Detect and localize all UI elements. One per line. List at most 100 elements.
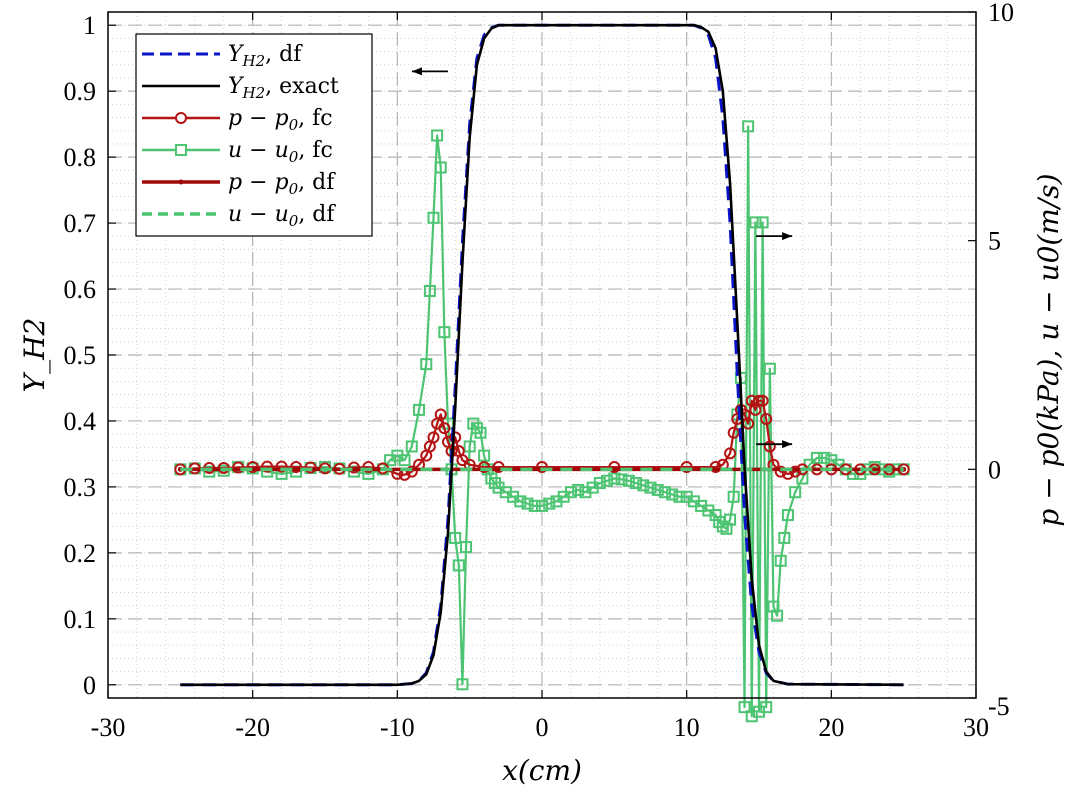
series-marker-circle [449,431,462,444]
series-marker-square [420,358,433,371]
series-marker-square [431,129,444,142]
series-marker-square [771,609,784,622]
series-marker-circle [427,431,440,444]
series-marker-circle [438,422,451,435]
legend-marker [178,179,184,185]
x-tick-label: -30 [91,713,126,742]
legend: YH2, df YH2, exact p − p0, fc u − u0, fc p −… [135,33,373,237]
series-marker-circle [608,461,621,474]
series-marker-square [543,497,556,510]
series-marker-square [521,497,534,510]
series-marker-circle [246,461,259,474]
series-marker-square [756,216,769,229]
y-left-tick-label: 0.9 [64,77,97,106]
series-marker-square [438,326,451,339]
y-left-tick-label: 1 [83,11,96,40]
axis-ticks: -30 -20 -10 0 10 20 3000.10.20.30.40.50.60.70.… [64,0,1015,742]
legend-label: p − p0, fc [228,106,333,134]
legend-box [135,33,373,237]
series-marker-square [601,474,614,487]
series-marker-circle [232,461,245,474]
series-marker-square [644,481,657,494]
series-marker-square [742,120,755,133]
legend-label: u − u0, df [228,202,336,230]
series-marker-circle [362,461,375,474]
series-marker-square [615,473,628,486]
series-marker-square [463,440,476,453]
series-marker-square [724,513,737,526]
series-marker-circle [304,461,317,474]
series-marker-square [474,426,487,439]
series-marker-square [452,559,465,572]
y-right-tick-label: 5 [988,227,1001,256]
series-marker-square [673,490,686,503]
x-tick-label: 0 [536,713,549,742]
series-marker-square [637,479,650,492]
series-marker-square [536,499,548,512]
series-marker-square [572,483,585,496]
series-marker-circle [275,460,288,473]
series-marker-square [818,451,831,464]
series-marker-circle [753,394,765,407]
y-left-tick-label: 0.7 [64,209,97,238]
series-marker-square [738,701,751,714]
series-marker-circle [727,426,740,439]
series-marker-circle [760,413,773,426]
y-left-tick-label: 0 [83,671,96,700]
series-marker-square [789,486,802,499]
annotation-arrow-head [782,232,793,241]
series-marker-square [774,554,787,567]
y-right-tick-label: 10 [988,0,1014,27]
series-marker-square [460,541,473,554]
series-marker-square [203,465,216,478]
series-marker-square [405,440,418,453]
series-marker-square [514,495,527,508]
legend-label: YH2, exact [228,74,339,102]
y-left-tick-label: 0.2 [64,539,97,568]
series-marker-circle [492,461,505,474]
series-marker-square [716,520,729,533]
x-tick-label: 30 [963,713,989,742]
series-marker-square [651,483,664,496]
x-tick-label: 20 [818,713,844,742]
y-left-tick-label: 0.1 [64,605,97,634]
series-marker-circle [261,460,274,473]
series-marker-circle [290,461,303,474]
series-marker-square [781,509,794,522]
series-marker-square [622,474,635,487]
legend-label: u − u0, fc [228,138,333,166]
series-marker-circle [774,465,787,478]
series-marker-circle [709,461,722,474]
x-tick-label: -20 [235,713,270,742]
series-marker-square [449,531,462,544]
y-right-tick-label: -5 [988,692,1010,721]
series-marker-square [434,161,447,174]
series-marker-square [630,477,643,490]
series-marker-square [763,362,776,375]
series-marker-square [810,451,823,464]
series-marker-square [709,509,722,522]
y-right-tick-label: 0 [988,455,1001,484]
series-marker-circle [434,408,447,421]
series-marker-circle [405,465,418,478]
series-marker-square [398,454,411,467]
series-marker-square [593,477,606,490]
series-marker-square [528,499,541,512]
series-line [180,23,904,687]
series-marker-circle [789,465,802,478]
x-tick-label: -10 [380,713,415,742]
series-marker-square [760,701,773,714]
series-marker-square [727,490,740,503]
series-marker-square [666,488,679,501]
y-left-tick-label: 0.6 [64,275,97,304]
legend-label: YH2, df [228,42,303,70]
y-axis-label-right: p − p0(kPa), u − u0(m/s) [1032,173,1065,526]
annotation-arrow-head [411,67,422,76]
series-marker-square [456,678,469,691]
series-marker-circle [763,440,776,453]
annotations [411,67,793,449]
series-marker-square [427,211,440,224]
series-marker-square [778,531,791,544]
series-marker-square [478,449,491,462]
